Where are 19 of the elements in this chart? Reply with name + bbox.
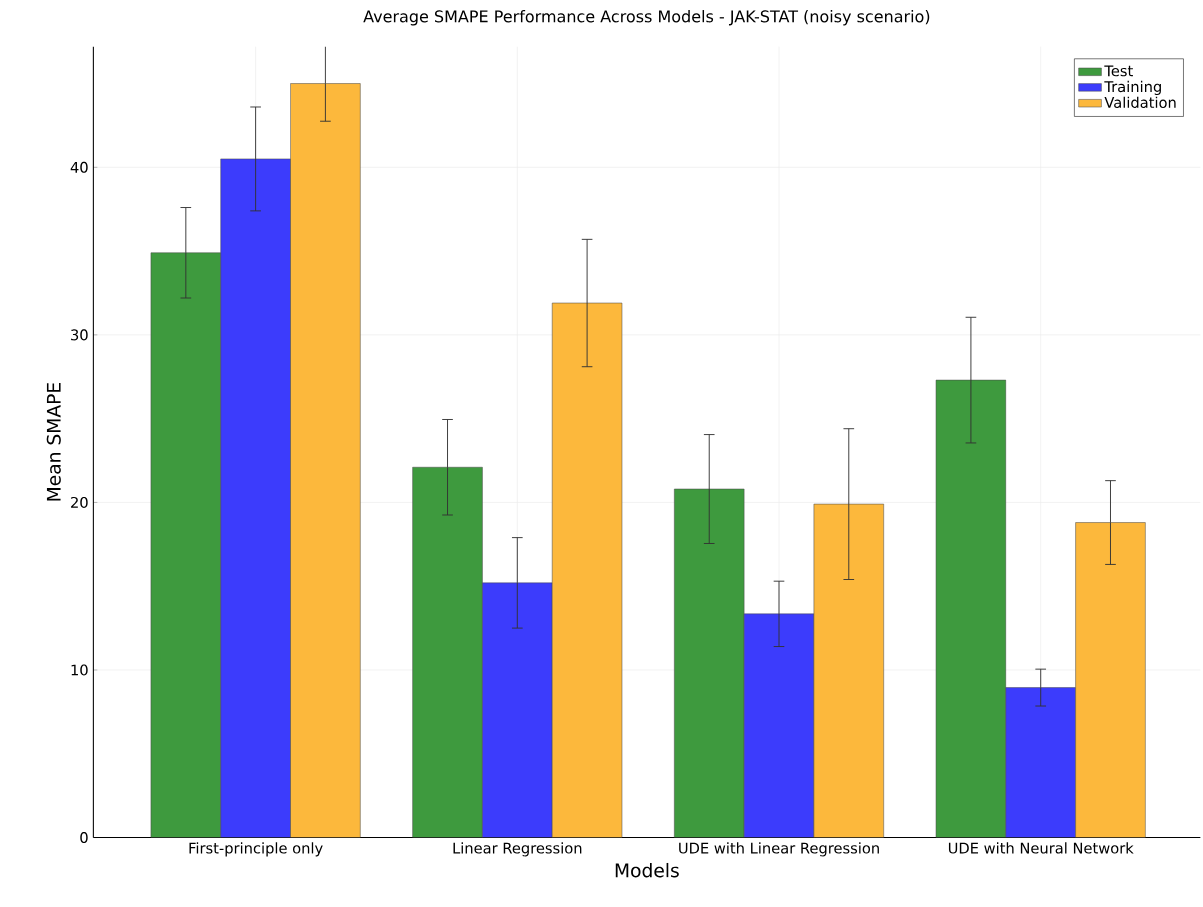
bar bbox=[813, 503, 884, 838]
legend-label: Validation bbox=[1104, 96, 1176, 109]
x-axis-title: Models bbox=[615, 863, 679, 878]
y-tick-label: 10 bbox=[71, 664, 88, 676]
x-tick-label: First-principle only bbox=[189, 842, 323, 857]
x-tick-label: UDE with Neural Network bbox=[948, 842, 1134, 854]
x-tick-label: Linear Regression bbox=[453, 842, 582, 857]
y-tick-label: 20 bbox=[71, 496, 88, 509]
y-tick-label: 0 bbox=[80, 832, 88, 844]
bar bbox=[290, 83, 361, 838]
x-tick-label: UDE with Linear Regression bbox=[679, 842, 879, 857]
y-tick-label: 30 bbox=[71, 329, 88, 341]
y-tick-label: 40 bbox=[70, 161, 88, 173]
chart-title: Average SMAPE Performance Across Models - JAK-STAT (noisy scenario) bbox=[363, 10, 930, 26]
y-axis-title: Mean SMAPE bbox=[46, 383, 61, 501]
bar bbox=[1075, 522, 1146, 838]
bar bbox=[551, 302, 623, 838]
legend-label: Training bbox=[1104, 80, 1161, 96]
legend-label: Test bbox=[1104, 65, 1133, 77]
